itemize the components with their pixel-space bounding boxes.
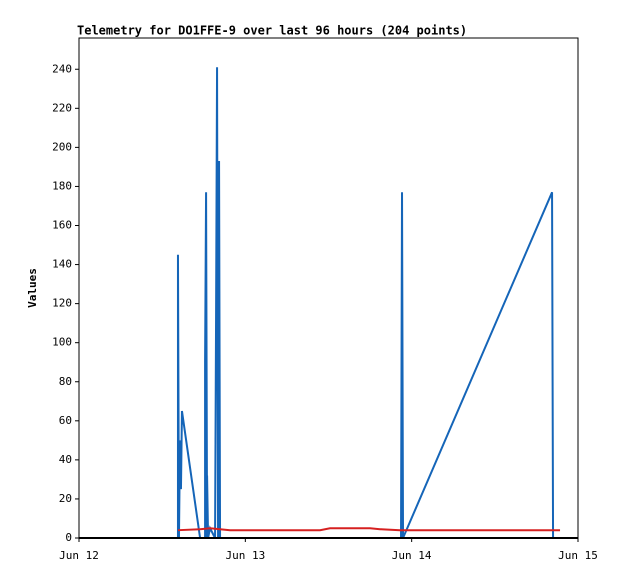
y-tick-label: 120	[52, 297, 72, 310]
x-tick-label: Jun 12	[59, 549, 99, 562]
y-tick-label: 40	[59, 453, 72, 466]
y-axis-label: Values	[26, 268, 39, 308]
plot-frame	[78, 37, 579, 539]
y-tick-label: 0	[65, 531, 72, 544]
y-tick-label: 60	[59, 414, 72, 427]
series-line	[176, 67, 561, 539]
y-tick-label: 220	[52, 101, 72, 114]
x-tick-label: Jun 15	[558, 549, 598, 562]
y-tick-label: 200	[52, 140, 72, 153]
y-tick-label: 20	[59, 492, 72, 505]
series-line	[177, 527, 561, 532]
y-tick-label: 160	[52, 219, 72, 232]
y-tick-label: 100	[52, 336, 72, 349]
y-tick-label: 80	[59, 375, 72, 388]
y-tick-label: 180	[52, 179, 72, 192]
x-tick-label: Jun 14	[392, 549, 432, 562]
y-tick-label: 240	[52, 62, 72, 75]
y-tick-label: 140	[52, 258, 72, 271]
x-tick-label: Jun 13	[225, 549, 265, 562]
chart-title: Telemetry for DO1FFE-9 over last 96 hour…	[77, 24, 467, 38]
